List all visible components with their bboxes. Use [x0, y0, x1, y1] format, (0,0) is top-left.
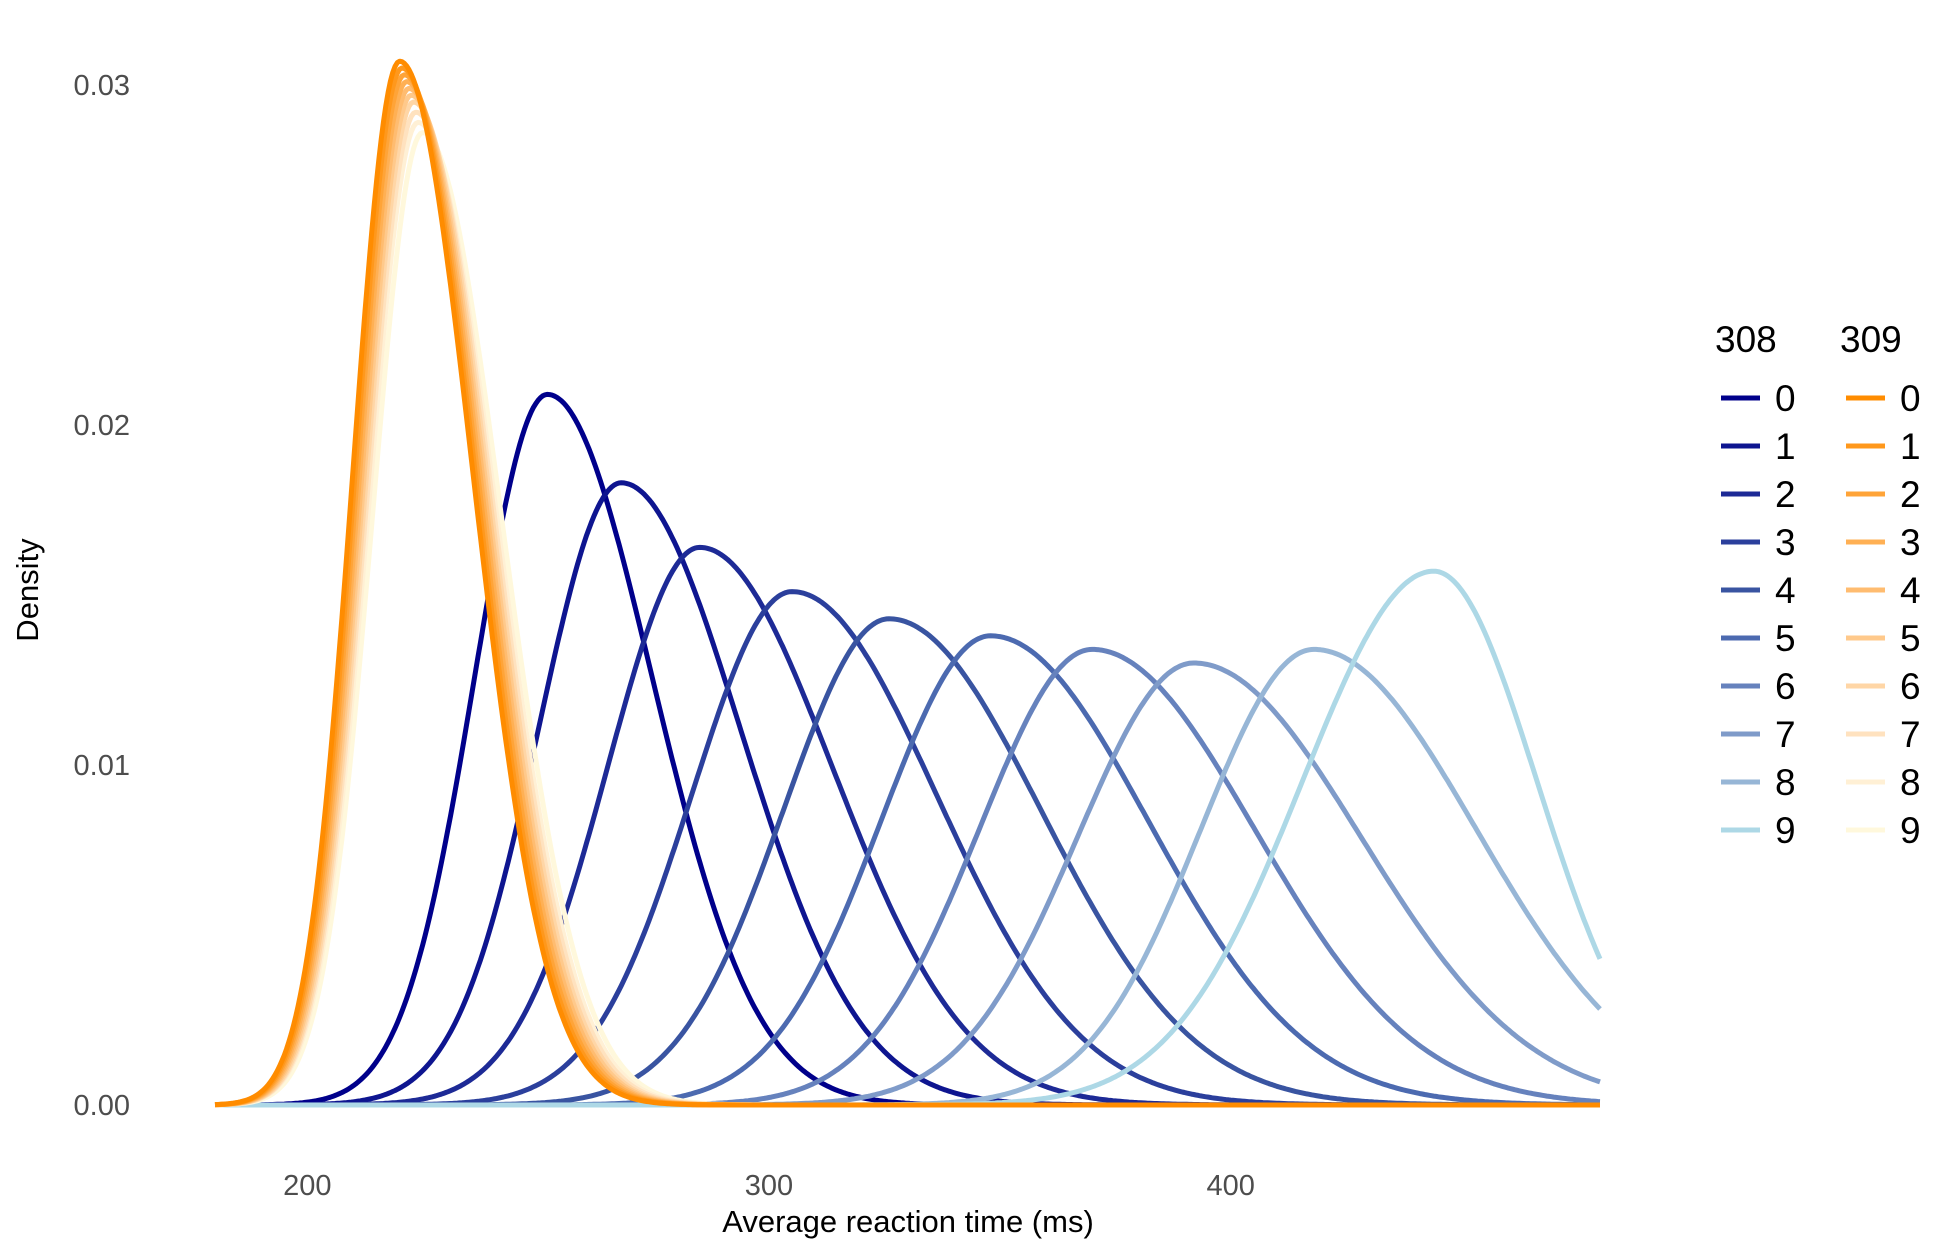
legend-label-309-9: 9: [1900, 810, 1921, 851]
legend-title-309: 309: [1840, 319, 1902, 360]
legend-label-309-5: 5: [1900, 618, 1921, 659]
y-tick-label: 0.03: [74, 70, 130, 102]
legend-label-308-3: 3: [1775, 522, 1796, 563]
x-axis-title: Average reaction time (ms): [722, 1204, 1094, 1239]
series-group-309: [214, 58, 1601, 1108]
legend-label-308-9: 9: [1775, 810, 1796, 851]
series-308-1-line: [214, 480, 1601, 1108]
legend-label-308-8: 8: [1775, 762, 1796, 803]
legend-label-309-6: 6: [1900, 666, 1921, 707]
series-309-8-line: [214, 119, 1601, 1108]
x-tick-label: 300: [745, 1170, 793, 1202]
legend-label-308-7: 7: [1775, 714, 1796, 755]
series-309-0-line: [214, 58, 1601, 1108]
legend-label-309-8: 8: [1900, 762, 1921, 803]
legend-label-309-4: 4: [1900, 570, 1921, 611]
series-308-4-line: [214, 616, 1601, 1108]
y-tick-label: 0.01: [74, 750, 130, 782]
x-tick-label: 400: [1206, 1170, 1254, 1202]
x-axis-ticks: 200 300 400: [283, 1170, 1255, 1202]
x-tick-label: 200: [283, 1170, 331, 1202]
legend-label-309-3: 3: [1900, 522, 1921, 563]
series-308-3-line: [214, 589, 1601, 1108]
series-309-7-line: [214, 109, 1601, 1108]
legend-label-308-5: 5: [1775, 618, 1796, 659]
legend-label-309-0: 0: [1900, 378, 1921, 419]
series-309-9-line: [214, 130, 1601, 1108]
legend-label-308-0: 0: [1775, 378, 1796, 419]
legend-title-308: 308: [1715, 319, 1777, 360]
series-308-5-line: [214, 633, 1601, 1108]
series-309-6-line: [214, 99, 1601, 1108]
series-group-308: [214, 391, 1603, 1108]
legend-label-308-6: 6: [1775, 666, 1796, 707]
legend-label-308-4: 4: [1775, 570, 1796, 611]
y-axis-title: Density: [10, 538, 45, 642]
legend-label-308-1: 1: [1775, 426, 1796, 467]
y-tick-label: 0.02: [74, 410, 130, 442]
legend-label-309-2: 2: [1900, 474, 1921, 515]
y-axis-ticks: 0.00 0.01 0.02 0.03: [74, 70, 130, 1122]
legend-label-309-1: 1: [1900, 426, 1921, 467]
legend-label-308-2: 2: [1775, 474, 1796, 515]
legend-label-309-7: 7: [1900, 714, 1921, 755]
series-308-6-line: [214, 646, 1601, 1108]
legend: 308 0 1 2 3 4 5 6 7 8 9 309 0 1 2 3 4 5 6 7 8 9: [1715, 319, 1921, 851]
series-308-8-line: [214, 646, 1602, 1108]
y-tick-label: 0.00: [74, 1090, 130, 1122]
